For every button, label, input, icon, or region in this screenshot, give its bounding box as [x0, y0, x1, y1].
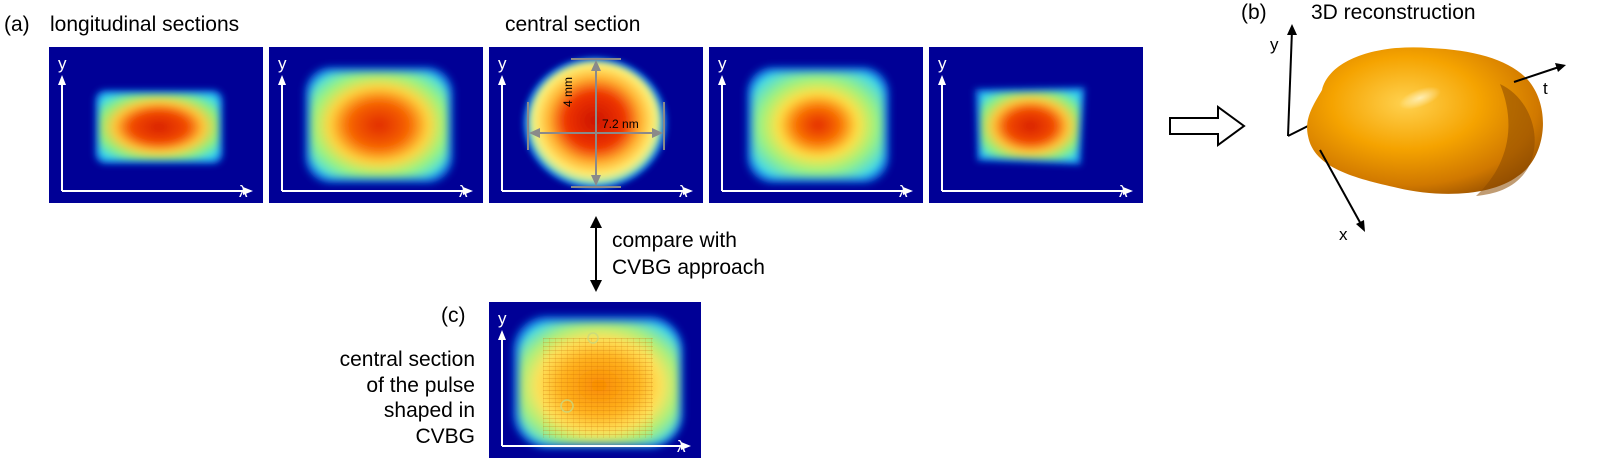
- lambda-axis-label: λ: [679, 182, 688, 201]
- y-axis-label: y: [278, 54, 287, 73]
- caption-line: central section: [339, 348, 475, 371]
- double-arrow-icon: [590, 216, 602, 292]
- y-axis-label: y: [718, 54, 727, 73]
- caption-line: of the pulse: [366, 373, 475, 397]
- section-image-1: [49, 47, 263, 203]
- cvbg-section-image: [489, 302, 701, 458]
- section-panel-5: y λ: [929, 47, 1143, 203]
- compare-text-line1: compare with: [612, 229, 737, 252]
- section-panel-1: y λ: [49, 47, 263, 203]
- height-dimension-label: 4 mm: [561, 77, 575, 107]
- section-image-5: [929, 47, 1143, 203]
- panel-c-caption: central section of the pulse shaped in C…: [340, 347, 475, 449]
- panel-b-label: (b): [1241, 1, 1267, 24]
- y-axis-label: y: [498, 309, 507, 328]
- width-dimension-label: 7.2 nm: [602, 117, 639, 131]
- panel-a-label: (a): [4, 13, 30, 36]
- lambda-axis-label: λ: [1119, 182, 1128, 201]
- section-panel-4: y λ: [709, 47, 923, 203]
- lambda-axis-label: λ: [459, 182, 468, 201]
- cvbg-section-panel: y λ: [489, 302, 701, 458]
- section-image-4: [709, 47, 923, 203]
- outline-arrow-icon: [1169, 105, 1246, 147]
- y-axis-label: y: [498, 54, 507, 73]
- central-section-title: central section: [505, 13, 641, 36]
- caption-line: shaped in: [383, 399, 475, 423]
- lambda-axis-label: λ: [899, 182, 908, 201]
- compare-text-line2: CVBG approach: [612, 256, 765, 279]
- central-section-image: [489, 47, 703, 203]
- section-image-2: [269, 47, 483, 203]
- y-axis-label: y: [938, 54, 947, 73]
- x-axis-3d-label: x: [1339, 225, 1348, 244]
- y-axis-3d-label: y: [1270, 35, 1279, 54]
- t-axis-3d-label: t: [1543, 79, 1548, 98]
- section-panel-2: y λ: [269, 47, 483, 203]
- caption-line: CVBG: [415, 424, 475, 448]
- panel-c-label: (c): [441, 304, 466, 327]
- reconstruction-title: 3D reconstruction: [1311, 1, 1476, 24]
- lambda-axis-label: λ: [677, 437, 686, 456]
- lambda-axis-label: λ: [239, 182, 248, 201]
- reconstruction-3d-image: [1287, 24, 1566, 232]
- central-section-panel: y λ 4 mm 7.2 nm: [489, 47, 703, 203]
- longitudinal-sections-title: longitudinal sections: [50, 13, 240, 36]
- y-axis-label: y: [58, 54, 67, 73]
